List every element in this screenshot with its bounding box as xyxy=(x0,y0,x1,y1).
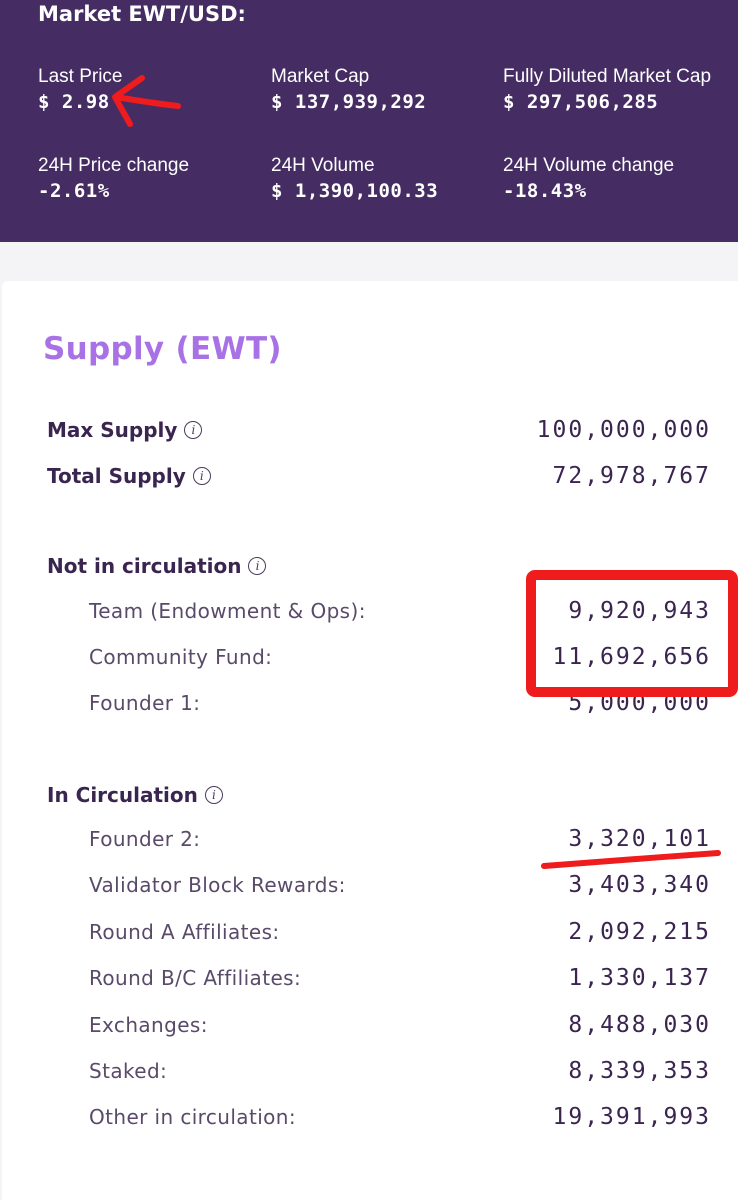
metric-24h-volume: 24H Volume $ 1,390,100.33 xyxy=(271,155,501,203)
supply-item-value: 2,092,215 xyxy=(568,919,711,945)
total-supply-text: Total Supply xyxy=(47,464,186,488)
not-in-circulation-header: Not in circulation i xyxy=(2,549,738,583)
market-title: Market EWT/USD: xyxy=(38,2,246,26)
info-icon[interactable]: i xyxy=(204,786,223,804)
metric-value: -18.43% xyxy=(503,180,587,202)
supply-item-value: 8,339,353 xyxy=(568,1058,711,1084)
max-supply-text: Max Supply xyxy=(47,418,178,442)
metric-label: 24H Price change xyxy=(38,155,190,176)
supply-item-row: Exchanges: 8,488,030 xyxy=(2,1008,738,1042)
supply-item-value: 8,488,030 xyxy=(568,1012,711,1038)
in-circulation-label: In Circulation i xyxy=(47,778,223,812)
supply-item-value: 1,330,137 xyxy=(568,965,711,991)
supply-item-label: Community Fund: xyxy=(89,645,273,669)
info-icon[interactable]: i xyxy=(184,421,203,439)
metric-value: $ 137,939,292 xyxy=(271,91,427,113)
supply-item-row: Round A Affiliates: 2,092,215 xyxy=(2,915,738,949)
supply-item-value: 9,920,943 xyxy=(568,598,711,624)
supply-title: Supply (EWT) xyxy=(43,331,282,367)
supply-item-label: Round B/C Affiliates: xyxy=(89,966,302,990)
info-icon[interactable]: i xyxy=(248,557,267,575)
metric-value: $ 1,390,100.33 xyxy=(271,180,439,202)
supply-item-value: 3,320,101 xyxy=(568,826,711,852)
not-in-circulation-label: Not in circulation i xyxy=(47,549,267,583)
supply-item-value: 3,403,340 xyxy=(568,872,711,898)
in-circulation-header: In Circulation i xyxy=(2,778,738,812)
metric-label: 24H Volume xyxy=(271,155,375,176)
supply-card: Supply (EWT) Max Supply i 100,000,000 To… xyxy=(2,281,738,1200)
info-icon[interactable]: i xyxy=(192,467,211,485)
supply-item-label: Round A Affiliates: xyxy=(89,920,280,944)
supply-item-label: Staked: xyxy=(89,1059,168,1083)
in-circulation-text: In Circulation xyxy=(47,783,198,807)
supply-item-row: Founder 2: 3,320,101 xyxy=(2,822,738,856)
supply-item-value: 19,391,993 xyxy=(552,1104,711,1130)
total-supply-row: Total Supply i 72,978,767 xyxy=(2,459,738,493)
supply-item-row: Staked: 8,339,353 xyxy=(2,1054,738,1088)
total-supply-value: 72,978,767 xyxy=(552,463,711,489)
supply-item-label: Validator Block Rewards: xyxy=(89,873,346,897)
metric-label: Fully Diluted Market Cap xyxy=(503,66,712,87)
max-supply-label: Max Supply i xyxy=(47,413,203,447)
total-supply-label: Total Supply i xyxy=(47,459,211,493)
max-supply-row: Max Supply i 100,000,000 xyxy=(2,413,738,447)
metric-value: $ 2.98 xyxy=(38,91,110,113)
metric-market-cap: Market Cap $ 137,939,292 xyxy=(271,66,501,114)
supply-item-label: Exchanges: xyxy=(89,1013,208,1037)
supply-item-row: Validator Block Rewards: 3,403,340 xyxy=(2,868,738,902)
supply-item-value: 5,000,000 xyxy=(568,690,711,716)
supply-item-row: Round B/C Affiliates: 1,330,137 xyxy=(2,961,738,995)
supply-item-value: 11,692,656 xyxy=(552,644,711,670)
metric-value: $ 297,506,285 xyxy=(503,91,659,113)
metric-last-price: Last Price $ 2.98 xyxy=(38,66,268,114)
metric-24h-volume-change: 24H Volume change -18.43% xyxy=(503,155,733,203)
metric-fully-diluted-market-cap: Fully Diluted Market Cap $ 297,506,285 xyxy=(503,66,733,114)
supply-item-label: Founder 2: xyxy=(89,827,201,851)
metric-label: 24H Volume change xyxy=(503,155,675,176)
supply-item-label: Team (Endowment & Ops): xyxy=(89,599,366,623)
max-supply-value: 100,000,000 xyxy=(536,417,711,443)
market-header: Market EWT/USD: Last Price $ 2.98 Market… xyxy=(0,0,738,242)
supply-item-row: Other in circulation: 19,391,993 xyxy=(2,1100,738,1134)
metric-label: Last Price xyxy=(38,66,123,87)
metric-label: Market Cap xyxy=(271,66,370,87)
supply-item-label: Founder 1: xyxy=(89,691,201,715)
supply-item-label: Other in circulation: xyxy=(89,1105,297,1129)
not-in-circulation-text: Not in circulation xyxy=(47,554,242,578)
metric-value: -2.61% xyxy=(38,180,110,202)
supply-item-row: Founder 1: 5,000,000 xyxy=(2,686,738,720)
metric-24h-price-change: 24H Price change -2.61% xyxy=(38,155,268,203)
supply-item-row: Community Fund: 11,692,656 xyxy=(2,640,738,674)
supply-item-row: Team (Endowment & Ops): 9,920,943 xyxy=(2,594,738,628)
